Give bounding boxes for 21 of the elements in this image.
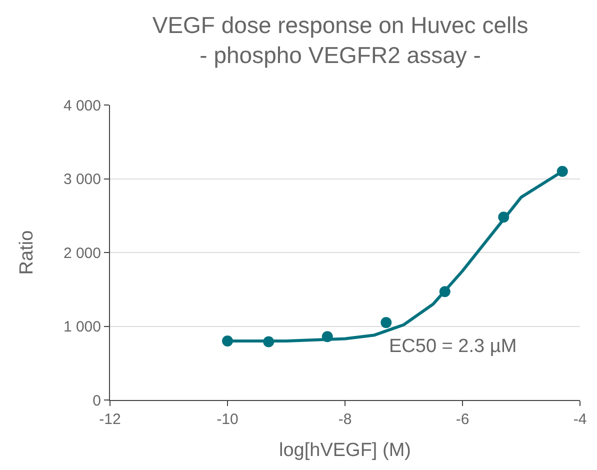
- x-tick-label: -12: [99, 411, 121, 428]
- chart-title: VEGF dose response on Huvec cells - phospho VEGFR2 assay -: [152, 12, 528, 68]
- annotation: EC50 = 2.3 µM: [389, 336, 517, 357]
- x-tick-label: -8: [338, 411, 352, 428]
- x-axis-title: log[hVEGF] (M): [279, 440, 411, 461]
- x-tick-label: -10: [216, 411, 238, 428]
- point: [498, 212, 510, 223]
- y-axis-title: Ratio: [16, 230, 38, 275]
- x-tick-label: -4: [573, 411, 587, 428]
- y-tick-label: 0: [92, 392, 101, 410]
- point: [222, 336, 233, 346]
- y-tick-label: 4 000: [63, 97, 101, 114]
- point: [556, 166, 568, 177]
- point: [380, 317, 392, 328]
- point: [263, 336, 274, 348]
- point: [322, 331, 333, 342]
- y-tick-label: 1 000: [63, 318, 101, 336]
- y-tick-label: 2 000: [63, 244, 101, 262]
- y-tick-label: 3 000: [63, 171, 101, 188]
- point: [439, 286, 450, 298]
- x-tick-label: -6: [456, 411, 470, 428]
